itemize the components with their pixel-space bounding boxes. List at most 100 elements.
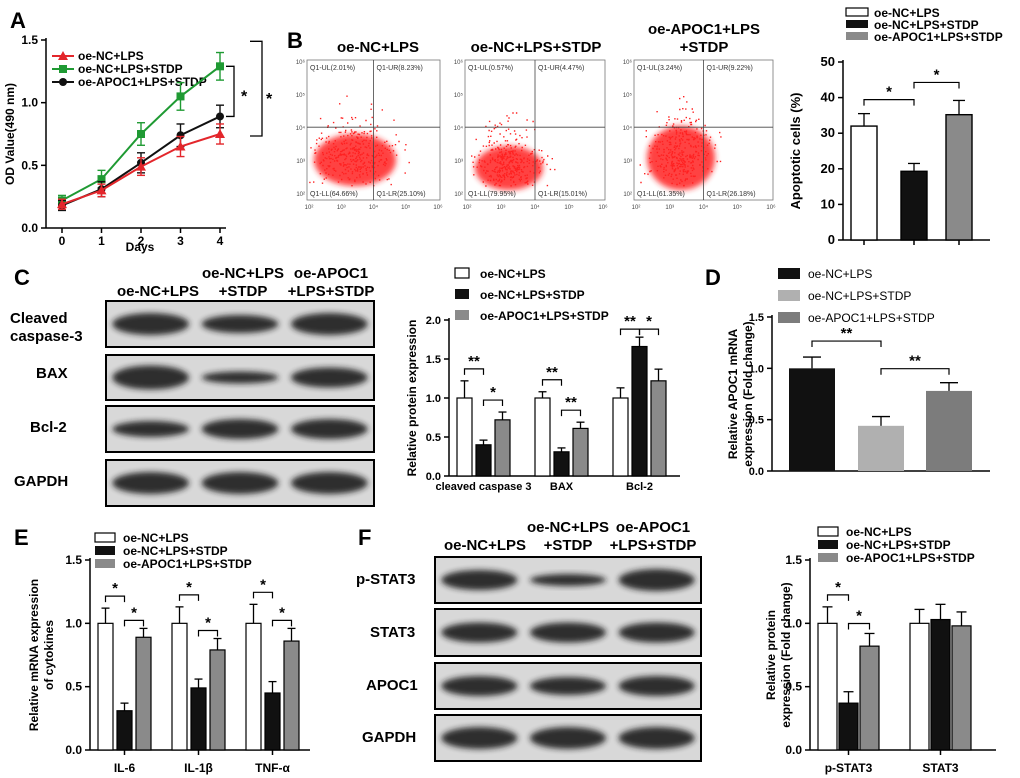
chart-a: 0.0 0.5 1.0 1.5 OD Value(490 nm) 0 1 2 3 4 Days * * bbox=[3, 33, 273, 254]
legend-f-swatch-apoc bbox=[818, 553, 838, 562]
bar bbox=[264, 692, 281, 751]
y-axis-title: Apoptotic cells (%) bbox=[788, 92, 803, 209]
y-axis-title-line2: expression (Fold change) bbox=[741, 321, 755, 466]
x-tick-label: IL-6 bbox=[114, 761, 136, 775]
flow-titles: oe-NC+LPS oe-NC+LPS+STDP oe-APOC1+LPS +S… bbox=[337, 21, 760, 56]
legend-e-label-apoc: oe-APOC1+LPS+STDP bbox=[123, 557, 252, 571]
significance-bracket bbox=[541, 379, 563, 386]
flow-y-tick-label: 10⁵ bbox=[623, 92, 633, 99]
bar bbox=[858, 425, 904, 471]
flow-q-ul: Q1-UL(2.01%) bbox=[310, 65, 355, 72]
y-tick-label: 0.0 bbox=[21, 221, 38, 235]
bar bbox=[838, 702, 859, 751]
y-tick-label: 0.5 bbox=[749, 415, 764, 427]
blot-c-header-2b: +STDP bbox=[219, 283, 268, 300]
bar bbox=[475, 444, 492, 477]
blot-band bbox=[291, 419, 368, 439]
blot-band bbox=[530, 574, 606, 586]
flow-y-tick-label: 10⁶ bbox=[296, 59, 306, 66]
bar bbox=[650, 380, 667, 477]
blot-band bbox=[618, 676, 695, 696]
bar bbox=[209, 649, 226, 751]
flow-y-tick-label: 10² bbox=[623, 192, 632, 198]
bar bbox=[553, 451, 570, 477]
legend-b-swatch-nc bbox=[845, 7, 869, 17]
blot-band bbox=[291, 472, 368, 494]
bar bbox=[930, 618, 951, 751]
legend-b: oe-NC+LPS oe-NC+LPS+STDP oe-APOC1+LPS+ST… bbox=[845, 6, 1003, 44]
legend-a-label-stdp: oe-NC+LPS+STDP bbox=[78, 62, 183, 76]
significance-sig-label: * bbox=[131, 604, 137, 621]
y-tick-label: 1.5 bbox=[65, 553, 82, 567]
legend-b-swatch-stdp bbox=[846, 20, 868, 28]
flow-q-ll: Q1-LL(79.95%) bbox=[468, 191, 516, 198]
blot-f-strip-4 bbox=[434, 714, 702, 762]
significance-sig-label: * bbox=[112, 580, 118, 597]
significance-bracket bbox=[123, 619, 145, 627]
blot-band bbox=[618, 727, 695, 749]
bar bbox=[116, 710, 133, 751]
data-point bbox=[216, 62, 224, 71]
blot-f-row-apoc1: APOC1 bbox=[366, 677, 418, 694]
significance-bracket bbox=[104, 595, 126, 603]
flow-q-ll: Q1-LL(64.66%) bbox=[310, 191, 358, 198]
y-tick-label: 0 bbox=[828, 232, 835, 247]
legend-c-label-nc: oe-NC+LPS bbox=[480, 267, 546, 281]
legend-f-label-stdp: oe-NC+LPS+STDP bbox=[846, 538, 951, 552]
legend-f-swatch-nc bbox=[817, 526, 839, 537]
blot-band bbox=[201, 315, 279, 333]
bar bbox=[789, 368, 835, 471]
significance-sig-label: * bbox=[260, 576, 266, 593]
blot-band bbox=[618, 569, 695, 591]
bar bbox=[631, 345, 648, 477]
x-tick-label: 3 bbox=[177, 234, 184, 248]
blot-f-header-2b: +STDP bbox=[544, 537, 593, 554]
significance-bracket bbox=[463, 368, 485, 375]
flow-y-tick-label: 10⁴ bbox=[454, 125, 464, 132]
bar bbox=[283, 640, 300, 751]
flow-q-lr: Q1-LR(26.18%) bbox=[707, 191, 756, 198]
significance-bracket bbox=[271, 619, 293, 627]
blot-f-strip-1 bbox=[434, 556, 702, 604]
x-tick-label: 4 bbox=[217, 234, 224, 248]
sig-bracket bbox=[250, 40, 263, 137]
legend-e-label-nc: oe-NC+LPS bbox=[123, 531, 189, 545]
bar bbox=[951, 625, 972, 751]
legend-a-marker-stdp bbox=[59, 65, 67, 73]
legend-c-label-apoc: oe-APOC1+LPS+STDP bbox=[480, 309, 609, 323]
x-tick-label: TNF-α bbox=[255, 761, 290, 775]
flow-x-tick-label: 10⁴ bbox=[699, 204, 709, 211]
flow-q-ll: Q1-LL(61.35%) bbox=[637, 191, 685, 198]
blot-f-header-3b: +LPS+STDP bbox=[610, 537, 697, 554]
blot-f-header-2a: oe-NC+LPS bbox=[527, 519, 609, 536]
blot-c-rownames: Cleaved caspase-3 BAX Bcl-2 GAPDH bbox=[10, 310, 83, 490]
flow-x-tick-label: 10⁶ bbox=[598, 204, 608, 211]
significance-sig-label: * bbox=[490, 384, 496, 401]
significance-sig-label: ** bbox=[565, 394, 577, 411]
blot-band bbox=[112, 365, 189, 390]
blot-f-strip-3 bbox=[434, 662, 702, 710]
x-tick-label: 2 bbox=[138, 234, 145, 248]
blot-f-row-stat3: STAT3 bbox=[370, 624, 415, 641]
blot-c-headers: oe-NC+LPS oe-NC+LPS +STDP oe-APOC1 +LPS+… bbox=[117, 265, 374, 300]
significance-bracket bbox=[847, 622, 871, 630]
blot-band bbox=[618, 622, 695, 643]
flow-q-ur: Q1-UR(9.22%) bbox=[707, 65, 753, 72]
x-tick-label: 0 bbox=[59, 234, 66, 248]
flow-title-2: oe-NC+LPS+STDP bbox=[471, 39, 602, 56]
significance-sig-label: * bbox=[279, 604, 285, 621]
y-axis-title-line1: Relative APOC1 mRNA bbox=[726, 329, 740, 460]
legend-d-label-apoc: oe-APOC1+LPS+STDP bbox=[808, 311, 935, 325]
y-tick-label: 30 bbox=[821, 125, 835, 140]
x-tick-label: BAX bbox=[550, 481, 574, 493]
significance-sig-label: ** bbox=[909, 353, 921, 370]
blot-c-header-1: oe-NC+LPS bbox=[117, 283, 199, 300]
legend-b-label-stdp: oe-NC+LPS+STDP bbox=[874, 18, 979, 32]
flow-x-tick-label: 10² bbox=[463, 205, 472, 211]
sig-label: * bbox=[241, 88, 248, 105]
legend-d-swatch-stdp bbox=[778, 290, 800, 301]
data-point bbox=[57, 199, 67, 209]
y-axis-title-line2: of cytokines bbox=[42, 620, 56, 690]
blot-band bbox=[112, 313, 189, 335]
